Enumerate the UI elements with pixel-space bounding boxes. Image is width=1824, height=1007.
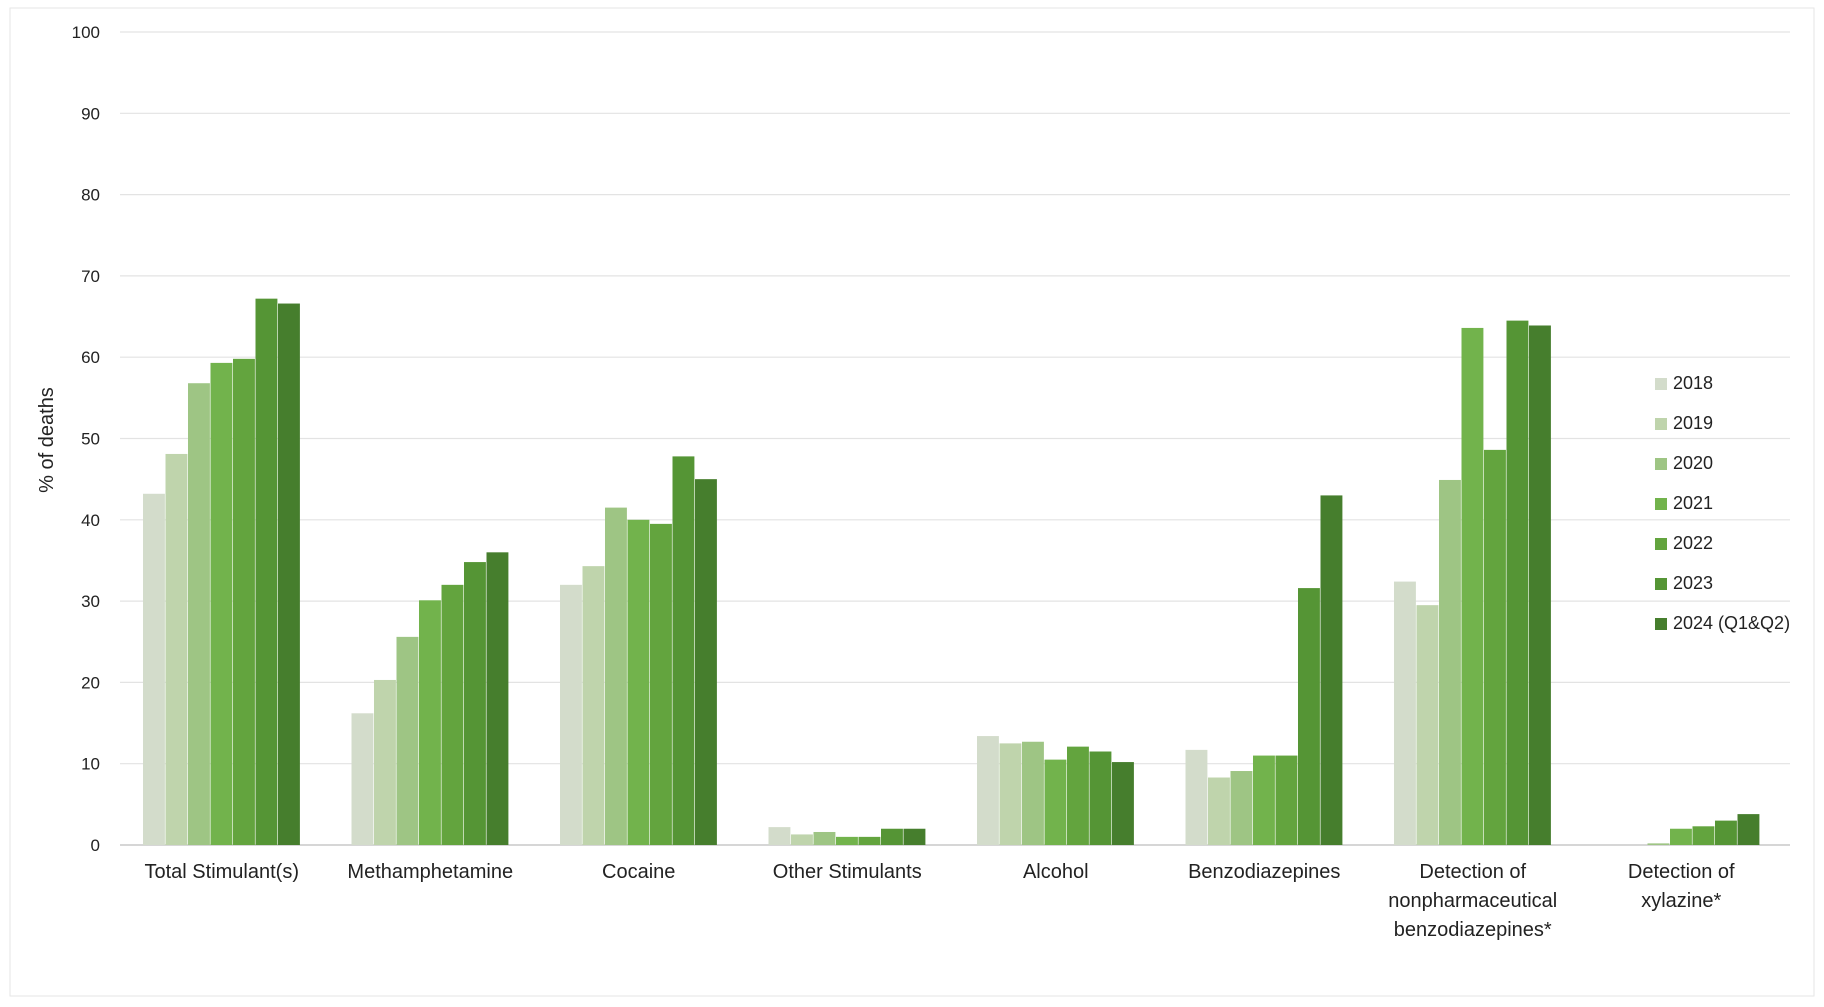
x-category-label: Cocaine [602, 861, 675, 883]
bar [1506, 320, 1529, 845]
bar [695, 479, 717, 845]
y-tick-label: 80 [81, 186, 100, 205]
legend-swatch [1655, 458, 1667, 470]
bar [1692, 826, 1715, 845]
x-category-label: xylazine* [1641, 890, 1721, 912]
bar [1416, 605, 1439, 845]
y-tick-label: 20 [81, 673, 100, 692]
y-tick-label: 10 [81, 755, 100, 774]
bar [278, 303, 300, 845]
y-tick-label: 30 [81, 592, 100, 611]
bar [441, 584, 464, 845]
bar [1230, 771, 1253, 845]
legend-label: 2024 (Q1&Q2) [1673, 613, 1790, 633]
bar [233, 358, 255, 845]
bar [143, 493, 165, 845]
bar [486, 552, 509, 845]
x-category-label: Alcohol [1023, 861, 1089, 883]
bar [560, 584, 582, 845]
bar [627, 519, 650, 845]
legend-swatch [1655, 618, 1667, 630]
legend-label: 2021 [1673, 493, 1713, 513]
bar [999, 743, 1022, 846]
bar [1529, 325, 1551, 845]
bar [1253, 755, 1275, 845]
legend-label: 2022 [1673, 533, 1713, 553]
bar [1715, 820, 1737, 845]
x-category-label: Methamphetamine [347, 861, 513, 883]
bar [1067, 746, 1089, 845]
bar [255, 298, 278, 845]
bar [672, 456, 695, 845]
bar [374, 679, 396, 845]
legend-swatch [1655, 578, 1667, 590]
legend-label: 2020 [1673, 453, 1713, 473]
y-tick-label: 100 [72, 23, 100, 42]
bar [582, 566, 605, 845]
bar [1044, 759, 1067, 845]
bar [1320, 495, 1343, 845]
bar [1298, 588, 1320, 845]
legend: 2018 2019 2020 2021 2022 2023 2024 (Q1&Q2) [1655, 373, 1790, 633]
bar [1737, 814, 1760, 845]
y-tick-label: 50 [81, 430, 100, 449]
bar [1439, 479, 1461, 845]
x-category-label: Other Stimulants [773, 861, 922, 883]
bar [1670, 828, 1692, 845]
bar [813, 831, 836, 845]
bar [419, 600, 441, 845]
x-category-label: nonpharmaceutical [1388, 890, 1557, 912]
legend-label: 2018 [1673, 373, 1713, 393]
bar [1112, 762, 1134, 845]
bar [1089, 751, 1112, 845]
y-tick-label: 70 [81, 267, 100, 286]
bar [768, 827, 791, 845]
bar [165, 453, 188, 845]
bar [464, 562, 486, 845]
legend-swatch [1655, 498, 1667, 510]
bar [1461, 327, 1484, 845]
bar [858, 836, 881, 845]
bar [605, 507, 627, 845]
y-axis-ticks: 0 10 20 30 40 50 60 70 80 90 100 [72, 23, 100, 855]
y-tick-label: 40 [81, 511, 100, 530]
bar [1484, 449, 1506, 845]
x-axis-categories: Total Stimulant(s) Methamphetamine Cocaine… [145, 861, 1736, 941]
bar [1185, 749, 1208, 845]
legend-label: 2023 [1673, 573, 1713, 593]
bar [1208, 777, 1230, 845]
x-category-label: Detection of [1628, 861, 1735, 883]
x-category-label: Detection of [1419, 861, 1526, 883]
bar [1275, 755, 1298, 845]
legend-swatch [1655, 378, 1667, 390]
legend-swatch [1655, 538, 1667, 550]
bars [143, 298, 1760, 846]
bar [1647, 843, 1670, 845]
x-category-label: benzodiazepines* [1394, 919, 1552, 941]
legend-label: 2019 [1673, 413, 1713, 433]
bar [396, 636, 419, 845]
bar [836, 836, 858, 845]
y-tick-label: 60 [81, 348, 100, 367]
y-tick-label: 90 [81, 104, 100, 123]
x-category-label: Benzodiazepines [1188, 861, 1340, 883]
bar [210, 362, 233, 845]
bar [188, 383, 210, 845]
bar [351, 713, 374, 845]
bar [650, 523, 672, 845]
bar [1394, 581, 1416, 845]
y-axis-title: % of deaths [36, 387, 58, 493]
y-tick-label: 0 [91, 836, 100, 855]
bar [881, 828, 903, 845]
bar [977, 736, 999, 845]
bar [903, 828, 926, 845]
bar [1022, 741, 1044, 845]
x-category-label: Total Stimulant(s) [145, 861, 300, 883]
legend-swatch [1655, 418, 1667, 430]
bar [791, 834, 813, 845]
